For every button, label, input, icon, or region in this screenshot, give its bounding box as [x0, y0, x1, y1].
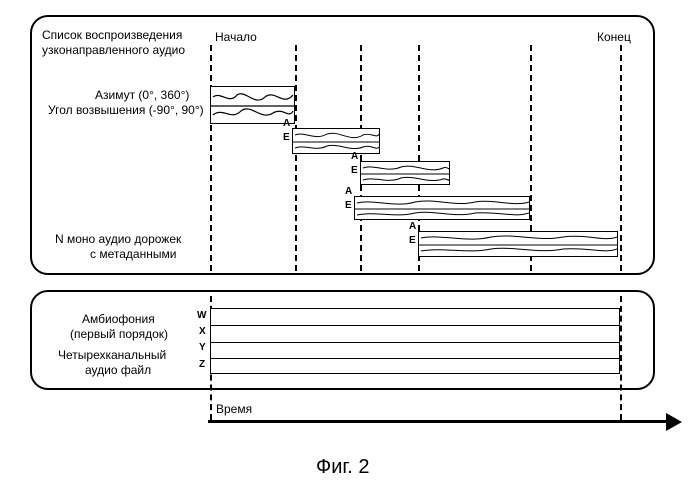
ae-a-2: A: [283, 118, 290, 129]
ae-e-4: E: [345, 200, 352, 211]
ambisonics-title-1: Амбиофония: [82, 312, 155, 326]
end-label: Конец: [597, 30, 631, 44]
ae-e-2: E: [283, 132, 290, 143]
ae-e-3: E: [351, 165, 358, 176]
waveform-icon: [361, 162, 450, 185]
grid-line-bot-5: [620, 296, 622, 420]
grid-line-1: [295, 45, 297, 271]
arrow-head-icon: [666, 413, 682, 431]
grid-line-0: [210, 45, 212, 271]
grid-line-5: [620, 45, 622, 271]
waveform-icon: [293, 129, 380, 154]
figure-caption: Фиг. 2: [316, 456, 369, 479]
audio-track-3: [360, 161, 450, 185]
ambi-divider-2: [211, 342, 620, 343]
ch-w: W: [197, 310, 206, 321]
ae-a-3: A: [351, 151, 358, 162]
ae-a-4: A: [345, 186, 352, 197]
audio-track-2: [292, 128, 380, 154]
mono-tracks-1: N моно аудио дорожек: [55, 232, 181, 246]
waveform-icon: [355, 197, 530, 220]
time-label: Время: [216, 402, 252, 416]
audio-track-5: [418, 231, 618, 257]
audio-track-4: [354, 196, 530, 220]
ambisonics-title-2: (первый порядок): [70, 327, 168, 341]
figure-canvas: Список воспроизведения узконаправленного…: [0, 0, 698, 500]
playlist-title-2: узконаправленного аудио: [42, 43, 185, 57]
ch-y: Y: [199, 342, 206, 353]
ambisonics-block: [210, 308, 620, 374]
mono-tracks-2: с метаданными: [90, 247, 176, 261]
start-label: Начало: [215, 30, 257, 44]
time-axis-line: [208, 420, 668, 423]
waveform-icon: [419, 232, 618, 257]
fourchan-title-1: Четырехканальный: [58, 348, 166, 362]
elevation-label: Угол возвышения (-90°, 90°): [48, 103, 204, 117]
azimuth-label: Азимут (0°, 360°): [95, 88, 189, 102]
ae-a-5: A: [409, 221, 416, 232]
ambi-divider-1: [211, 325, 620, 326]
grid-line-2: [360, 45, 362, 271]
fourchan-title-2: аудио файл: [85, 363, 151, 377]
ch-x: X: [199, 326, 206, 337]
ambi-divider-3: [211, 358, 620, 359]
ch-z: Z: [199, 359, 205, 370]
playlist-title-1: Список воспроизведения: [42, 28, 182, 42]
ae-e-5: E: [409, 235, 416, 246]
